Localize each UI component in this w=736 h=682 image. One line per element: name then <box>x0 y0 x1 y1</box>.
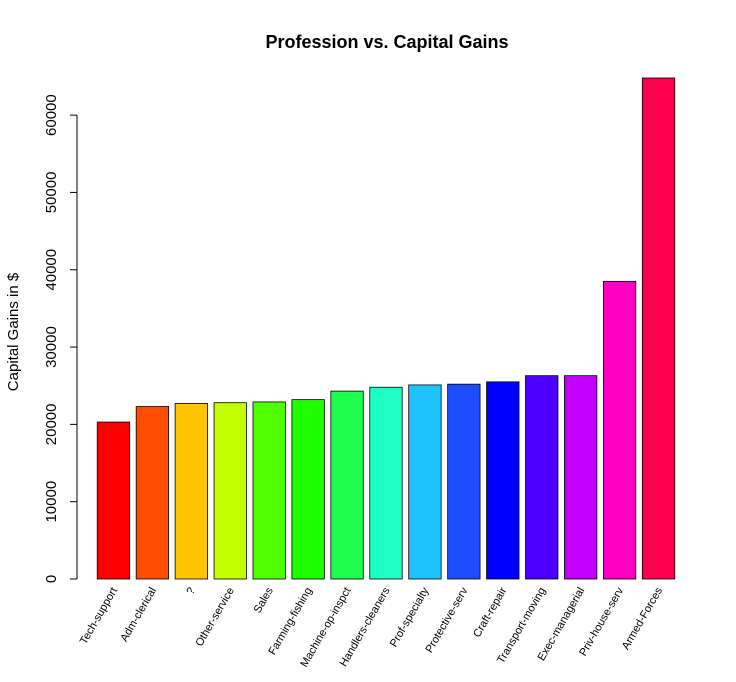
x-tick-label: ? <box>184 586 197 597</box>
bars-group <box>96 77 676 580</box>
x-tick-label: Adm-clerical <box>118 586 159 644</box>
y-axis-label: Capital Gains in $ <box>5 272 22 391</box>
y-tick-label: 30000 <box>43 326 60 368</box>
chart-title: Profession vs. Capital Gains <box>265 32 508 52</box>
bar-adm-clerical <box>135 406 170 580</box>
x-tick-label: Sales <box>252 585 276 615</box>
bar-craft-repair <box>486 381 520 580</box>
x-tick-label: Protective-serv <box>423 585 470 655</box>
x-tick-label: Priv-house-serv <box>577 585 626 658</box>
y-tick-label: 60000 <box>43 94 60 136</box>
bar-protective-serv <box>447 383 481 580</box>
y-tick-label: 20000 <box>43 404 60 446</box>
x-tick-label: Craft-repair <box>471 585 509 639</box>
y-axis: 0 10000 20000 30000 40000 50000 60000 <box>43 94 78 583</box>
y-tick-label: 10000 <box>43 481 60 523</box>
x-tick-label: Armed-Forces <box>620 585 665 652</box>
x-tick-label: Other-service <box>193 586 236 649</box>
bar-sales <box>252 401 286 580</box>
bar-exec-managerial <box>564 375 598 580</box>
y-tick-label: 40000 <box>43 249 60 291</box>
bar-priv-house-serv <box>602 280 637 580</box>
bar-machine-op-inspct <box>330 390 364 580</box>
bar-other-service <box>213 402 247 580</box>
bar-armed-forces <box>641 77 676 580</box>
y-tick-label: 0 <box>43 575 60 583</box>
bar-handlers-cleaners <box>369 386 403 580</box>
x-tick-label: Tech-support <box>78 586 120 647</box>
x-tick-label: Prof-specialty <box>388 585 432 649</box>
y-tick-label: 50000 <box>43 172 60 214</box>
bar-transport-moving <box>525 375 559 580</box>
bar- <box>174 403 208 580</box>
bar-tech-support <box>96 421 131 580</box>
bar-farming-fishing <box>291 399 325 580</box>
bar-prof-specialty <box>408 384 442 580</box>
